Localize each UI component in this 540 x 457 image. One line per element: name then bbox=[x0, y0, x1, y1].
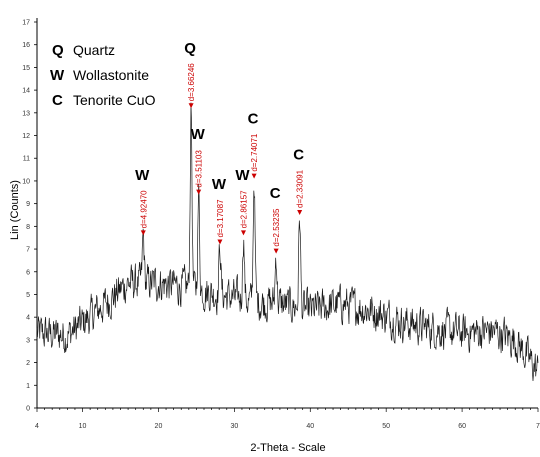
y-tick-label: 2 bbox=[26, 360, 30, 367]
peak-d-label: d=3.17087 bbox=[216, 199, 225, 238]
y-tick-label: 14 bbox=[22, 88, 30, 95]
x-tick-label: 50 bbox=[382, 423, 390, 430]
peak-marker bbox=[251, 173, 257, 179]
y-tick-label: 15 bbox=[22, 65, 30, 72]
y-tick-label: 0 bbox=[26, 406, 30, 413]
diffraction-trace bbox=[36, 102, 539, 381]
peak-d-label: d=2.86157 bbox=[239, 190, 248, 229]
peak-d-label: d=3.66246 bbox=[187, 63, 196, 102]
x-tick-label: 30 bbox=[230, 423, 238, 430]
x-tick-label: 4 bbox=[35, 423, 39, 430]
peak-annotations: d=4.92470 Wd=3.66246 Qd=3.51103 Wd=3.17087 W… bbox=[135, 40, 305, 254]
legend-label-tenorite: Tenorite CuO bbox=[73, 92, 156, 108]
y-tick-label: 9 bbox=[26, 201, 30, 208]
y-tick-label: 12 bbox=[22, 133, 30, 140]
legend-symbol-wollastonite: W bbox=[50, 67, 65, 84]
peak-phase-letter: W bbox=[191, 126, 206, 143]
peak-d-label: d=2.53235 bbox=[272, 208, 281, 247]
trace-line bbox=[36, 102, 539, 381]
peak-annotation: d=3.66246 Q bbox=[184, 40, 196, 109]
y-tick-label: 6 bbox=[26, 269, 30, 276]
y-tick-label: 4 bbox=[26, 315, 30, 322]
legend: Q Quartz W Wollastonite C Tenorite CuO bbox=[50, 42, 156, 109]
peak-annotation: d=2.74071 C bbox=[248, 110, 259, 179]
peak-phase-letter: W bbox=[212, 176, 227, 193]
peak-annotation: d=2.86157 W bbox=[235, 167, 250, 236]
x-tick-label: 7 bbox=[536, 423, 540, 430]
x-tick-label: 20 bbox=[155, 423, 163, 430]
y-tick-label: 7 bbox=[26, 247, 30, 254]
peak-annotation: d=2.33091 C bbox=[293, 147, 305, 215]
y-tick-label: 17 bbox=[22, 20, 30, 27]
peak-annotation: d=4.92470 W bbox=[135, 167, 150, 236]
legend-label-wollastonite: Wollastonite bbox=[73, 67, 149, 83]
y-tick-label: 11 bbox=[23, 156, 30, 163]
y-tick-label: 13 bbox=[22, 110, 30, 117]
y-tick-label: 8 bbox=[26, 224, 30, 231]
peak-d-label: d=3.51103 bbox=[195, 150, 204, 188]
peak-marker bbox=[188, 103, 194, 109]
x-tick-label: 40 bbox=[306, 423, 314, 430]
peak-phase-letter: W bbox=[235, 167, 250, 184]
peak-marker bbox=[297, 210, 303, 215]
peak-phase-letter: W bbox=[135, 167, 150, 184]
y-tick-label: 5 bbox=[26, 292, 30, 299]
y-tick-label: 16 bbox=[22, 42, 30, 49]
x-axis: 4 10 20 30 40 50 60 7 bbox=[35, 407, 540, 430]
y-tick-label: 3 bbox=[26, 337, 30, 344]
peak-phase-letter: Q bbox=[184, 40, 196, 57]
x-axis-title: 2-Theta - Scale bbox=[250, 442, 325, 454]
legend-symbol-tenorite: C bbox=[52, 92, 63, 109]
legend-label-quartz: Quartz bbox=[73, 42, 115, 58]
peak-d-label: d=2.74071 bbox=[250, 133, 259, 172]
x-tick-label: 10 bbox=[79, 423, 87, 430]
peak-annotation: d=2.53235 C bbox=[270, 185, 281, 254]
peak-marker bbox=[217, 239, 223, 245]
peak-d-label: d=2.33091 bbox=[296, 169, 305, 208]
peak-marker bbox=[196, 189, 202, 195]
peak-marker bbox=[140, 230, 146, 236]
peak-annotation: d=3.17087 W bbox=[212, 176, 227, 245]
x-tick-label: 60 bbox=[458, 423, 466, 430]
y-axis-title: Lin (Counts) bbox=[9, 180, 21, 240]
y-tick-label: 10 bbox=[22, 178, 30, 185]
peak-phase-letter: C bbox=[270, 185, 281, 202]
peak-d-label: d=4.92470 bbox=[139, 190, 148, 229]
peak-phase-letter: C bbox=[248, 110, 259, 127]
peak-annotation: d=3.51103 W bbox=[191, 126, 206, 195]
peak-marker bbox=[273, 248, 279, 254]
legend-symbol-quartz: Q bbox=[52, 42, 64, 59]
peak-phase-letter: C bbox=[293, 147, 304, 164]
peak-marker bbox=[240, 230, 246, 236]
y-tick-label: 1 bbox=[26, 383, 30, 390]
